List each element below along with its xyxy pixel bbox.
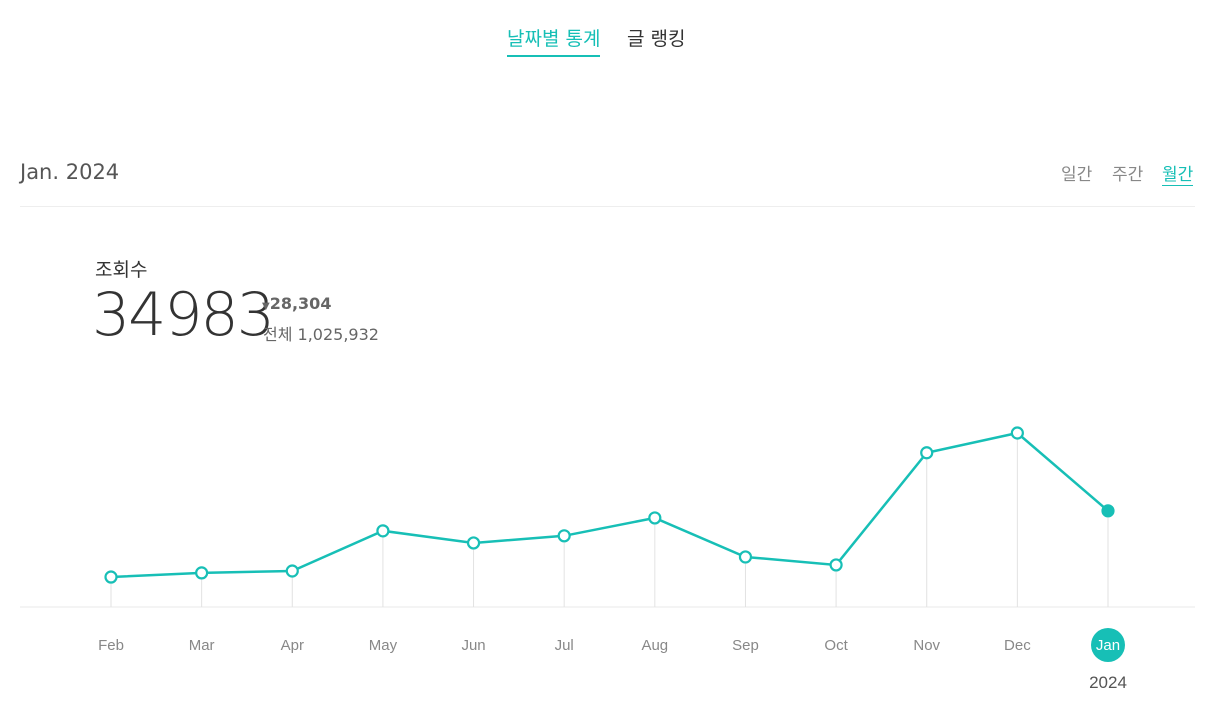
tab[interactable]: 날짜별 통계 xyxy=(507,24,601,57)
x-tick-label[interactable]: Jul xyxy=(555,637,574,654)
stat-label: 조회수 xyxy=(95,259,148,281)
selected-marker xyxy=(1091,628,1125,662)
x-tick-label[interactable]: Oct xyxy=(824,637,848,654)
point[interactable] xyxy=(920,446,934,460)
x-tick-label[interactable]: May xyxy=(369,637,398,654)
x-tick-label[interactable]: Feb xyxy=(98,637,124,654)
point[interactable] xyxy=(1101,504,1115,518)
year-label: 2024 xyxy=(1089,673,1127,692)
x-tick-label[interactable]: Nov xyxy=(913,637,940,654)
point[interactable] xyxy=(738,550,753,564)
period-title: Jan. 2024 xyxy=(20,160,120,184)
x-tick-label[interactable]: Apr xyxy=(281,637,304,654)
period-toggle[interactable]: 월간 xyxy=(1162,160,1194,186)
stat-change: ▼28,304 xyxy=(262,294,332,313)
point[interactable] xyxy=(1010,426,1024,440)
point[interactable] xyxy=(829,558,843,572)
point[interactable] xyxy=(195,566,209,580)
x-tick-label[interactable]: Dec xyxy=(1004,637,1031,654)
stat-change-value: 28,304 xyxy=(269,294,332,313)
period-toggle[interactable]: 일간 xyxy=(1061,165,1093,185)
point[interactable] xyxy=(648,511,662,525)
x-tick-label[interactable]: Jun xyxy=(461,637,485,654)
stat-value: 34983 xyxy=(92,280,275,350)
x-tick-label[interactable]: Aug xyxy=(641,637,668,654)
point[interactable] xyxy=(557,529,571,543)
period-toggle[interactable]: 주간 xyxy=(1112,165,1144,185)
x-tick-label[interactable]: Jan xyxy=(1096,637,1120,654)
point[interactable] xyxy=(285,564,299,578)
x-tick-label[interactable]: Sep xyxy=(732,637,759,654)
line xyxy=(110,431,1109,579)
point[interactable] xyxy=(104,570,118,584)
x-tick-label[interactable]: Mar xyxy=(189,637,215,654)
divider xyxy=(20,206,1195,207)
point[interactable] xyxy=(466,536,481,550)
point[interactable] xyxy=(376,524,390,538)
stat-total: 전체 1,025,932 xyxy=(263,325,379,344)
tab[interactable]: 글 랭킹 xyxy=(627,28,686,50)
